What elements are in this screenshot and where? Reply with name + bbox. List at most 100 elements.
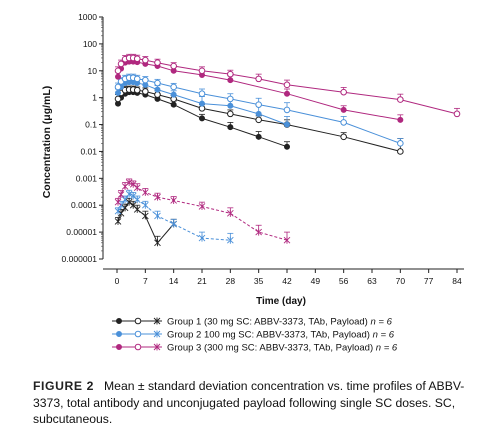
data-point bbox=[227, 124, 234, 131]
data-point bbox=[227, 110, 234, 118]
figure-caption: FIGURE 2 Mean ± standard deviation concen… bbox=[33, 378, 473, 428]
legend-label: Group 3 (300 mg SC: ABBV-3373, TAb, Payl… bbox=[167, 343, 398, 354]
data-point bbox=[133, 196, 141, 204]
chart-legend: Group 1 (30 mg SC: ABBV-3373, TAb, Paylo… bbox=[112, 317, 398, 354]
data-point bbox=[397, 148, 404, 155]
data-point bbox=[170, 196, 177, 204]
data-point bbox=[114, 67, 122, 75]
data-point bbox=[154, 193, 161, 201]
legend-marker-open bbox=[134, 317, 142, 325]
data-point bbox=[227, 77, 234, 84]
chart-axes: 1000 100 10 1 0.1 0.01 0.001 0.0001 0.00001 0.000… bbox=[62, 12, 464, 286]
data-point bbox=[170, 62, 177, 70]
data-point bbox=[129, 180, 137, 188]
legend-label-text: Group 3 (300 mg SC: ABBV-3373, TAb, Payl… bbox=[167, 343, 376, 354]
y-tick-label: 1 bbox=[92, 93, 97, 103]
data-point bbox=[117, 60, 125, 68]
data-point bbox=[170, 220, 177, 228]
data-point bbox=[154, 59, 161, 66]
data-point bbox=[198, 100, 205, 107]
data-point bbox=[125, 190, 133, 198]
data-point bbox=[198, 202, 206, 210]
data-point bbox=[198, 115, 205, 122]
data-point bbox=[453, 110, 461, 118]
data-point bbox=[255, 116, 262, 124]
data-point bbox=[340, 119, 347, 126]
x-tick-label: 77 bbox=[424, 276, 434, 286]
data-point bbox=[397, 96, 404, 103]
data-point bbox=[114, 95, 122, 103]
data-point bbox=[340, 133, 347, 141]
figure-caption-text: Mean ± standard deviation concentration … bbox=[33, 379, 465, 426]
y-axis-label: Concentration (μg/mL) bbox=[41, 86, 53, 199]
data-point bbox=[397, 116, 404, 123]
data-point bbox=[198, 234, 206, 242]
data-point bbox=[142, 188, 149, 196]
data-point bbox=[154, 239, 161, 247]
data-point bbox=[255, 110, 262, 117]
legend-entry-group-2: Group 2 100 mg SC: ABBV-3373, TAb, Paylo… bbox=[112, 330, 395, 341]
legend-entry-group-1: Group 1 (30 mg SC: ABBV-3373, TAb, Paylo… bbox=[112, 317, 393, 328]
legend-n-value: n = 6 bbox=[373, 330, 395, 341]
data-point bbox=[114, 198, 122, 206]
y-tick-label: 0.000001 bbox=[62, 254, 98, 264]
data-point bbox=[114, 83, 122, 91]
data-point bbox=[142, 56, 149, 64]
y-tick-label: 0.01 bbox=[80, 146, 97, 156]
data-point bbox=[340, 88, 347, 96]
data-point bbox=[115, 89, 122, 96]
legend-marker-star bbox=[153, 330, 161, 338]
data-point bbox=[154, 79, 161, 87]
data-point bbox=[227, 236, 234, 244]
data-point bbox=[227, 102, 234, 109]
data-point bbox=[115, 73, 122, 80]
data-point bbox=[283, 81, 291, 89]
x-tick-label: 21 bbox=[197, 276, 207, 286]
data-point bbox=[170, 83, 177, 91]
x-tick-label: 63 bbox=[367, 276, 377, 286]
data-point bbox=[227, 70, 234, 78]
legend-marker-star bbox=[153, 317, 161, 325]
data-point bbox=[283, 143, 290, 150]
data-point bbox=[114, 217, 122, 225]
x-tick-label: 28 bbox=[226, 276, 236, 286]
data-point bbox=[125, 178, 133, 186]
data-point bbox=[121, 196, 129, 204]
data-point bbox=[227, 95, 234, 103]
series-g3-payload bbox=[114, 178, 291, 244]
legend-marker-open bbox=[134, 330, 142, 338]
figure-label: FIGURE 2 bbox=[33, 379, 95, 393]
series-g2-tab bbox=[114, 73, 404, 147]
series-g1-tab bbox=[114, 85, 404, 155]
data-point bbox=[255, 101, 262, 108]
x-tick-label: 56 bbox=[339, 276, 349, 286]
legend-label-text: Group 1 (30 mg SC: ABBV-3373, TAb, Paylo… bbox=[167, 317, 370, 328]
y-tick-label: 1000 bbox=[78, 12, 97, 22]
data-point bbox=[142, 88, 149, 95]
data-point bbox=[117, 209, 125, 217]
x-axis-label: Time (day) bbox=[256, 296, 306, 307]
data-point bbox=[283, 121, 290, 128]
x-tick-label: 42 bbox=[282, 276, 292, 286]
data-point bbox=[154, 86, 161, 93]
data-point bbox=[133, 184, 141, 192]
series-line bbox=[117, 201, 175, 244]
legend-marker-filled bbox=[116, 317, 123, 324]
data-point bbox=[255, 228, 262, 236]
data-point bbox=[227, 209, 234, 217]
x-tick-label: 14 bbox=[169, 276, 179, 286]
x-tick-label: 70 bbox=[396, 276, 406, 286]
data-point bbox=[170, 91, 177, 98]
data-point bbox=[255, 75, 262, 83]
x-tick-label: 84 bbox=[452, 276, 462, 286]
data-point bbox=[133, 205, 141, 213]
legend-marker-filled bbox=[116, 343, 123, 350]
data-point bbox=[198, 90, 206, 98]
data-point bbox=[198, 67, 206, 75]
chart-series-layer bbox=[114, 53, 461, 247]
y-tick-label: 0.1 bbox=[85, 120, 97, 130]
data-point bbox=[170, 101, 177, 108]
data-point bbox=[283, 90, 290, 97]
series-g3-tab bbox=[114, 53, 461, 118]
series-line bbox=[117, 77, 401, 144]
